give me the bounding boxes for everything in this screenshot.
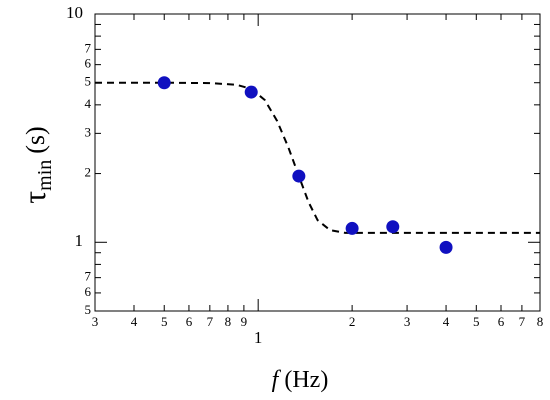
y-tick-label: 6 <box>85 284 92 299</box>
y-tick-label: 5 <box>85 302 92 317</box>
data-point <box>345 221 359 235</box>
data-point <box>244 85 258 99</box>
x-tick-label: 8 <box>225 314 232 329</box>
fit-line <box>95 81 540 234</box>
x-tick-label: 6 <box>186 314 193 329</box>
data-point <box>292 169 306 183</box>
y-tick-label: 4 <box>85 96 92 111</box>
y-axis-symbol: τ <box>16 191 52 204</box>
x-tick-label: 7 <box>207 314 214 329</box>
data-point <box>157 76 171 90</box>
x-tick-label: 2 <box>349 314 356 329</box>
x-tick-label: 4 <box>443 314 450 329</box>
y-tick-label: 7 <box>85 40 92 55</box>
y-tick-label: 3 <box>85 124 92 139</box>
y-axis-subscript: min <box>34 160 56 191</box>
data-point <box>439 240 453 254</box>
y-tick-label: 6 <box>85 56 92 71</box>
x-tick-label: 1 <box>254 328 263 347</box>
x-tick-label: 5 <box>161 314 168 329</box>
y-tick-label: 7 <box>85 269 92 284</box>
x-tick-label: 5 <box>473 314 480 329</box>
x-axis-label: f (Hz) <box>272 367 329 393</box>
x-axis-symbol: f <box>272 367 282 393</box>
x-tick-label: 3 <box>92 314 99 329</box>
y-tick-label: 2 <box>85 165 92 180</box>
x-tick-label: 9 <box>241 314 248 329</box>
x-tick-label: 7 <box>519 314 526 329</box>
y-axis-label: τmin (s) <box>16 126 55 203</box>
plot-frame <box>94 13 541 312</box>
x-axis-unit: (Hz) <box>284 367 328 393</box>
x-tick-label: 8 <box>537 314 544 329</box>
x-tick-label: 6 <box>498 314 505 329</box>
y-axis-unit: (s) <box>21 126 50 153</box>
y-tick-label: 1 <box>75 231 84 250</box>
y-tick-label: 5 <box>85 74 92 89</box>
data-point <box>386 220 400 234</box>
x-tick-label: 3 <box>404 314 411 329</box>
y-tick-label: 10 <box>66 3 83 22</box>
x-tick-label: 4 <box>131 314 138 329</box>
